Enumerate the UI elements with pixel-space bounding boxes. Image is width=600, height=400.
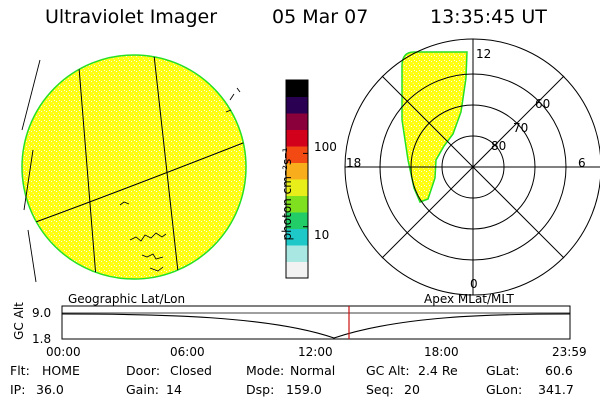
glat-label: GLat: [486, 363, 520, 378]
glon-label: GLon: [486, 382, 523, 397]
dsp-label: Dsp: [246, 382, 275, 397]
colorbar-segment [286, 113, 308, 130]
gcalt-label: GC Alt: [366, 363, 410, 378]
altitude-xtick-1200: 12:00 [298, 345, 333, 359]
latitude-line [22, 140, 246, 228]
colorbar-segment [286, 146, 308, 163]
coastline [119, 201, 167, 272]
altitude-xtick-2359: 23:59 [552, 345, 587, 359]
earth-disk [21, 54, 247, 280]
observation-time: 13:35:45 UT [430, 6, 547, 28]
mode-value: Normal [290, 363, 336, 378]
geo-grid [22, 55, 246, 279]
mlat-label-70: 70 [513, 121, 529, 135]
polar-plot [344, 38, 600, 296]
altitude-plot-frame [61, 305, 571, 340]
mlt-label-dusk: 18 [346, 156, 362, 170]
mlt-diagonal [381, 75, 565, 259]
mlt-label-midnight: 0 [470, 277, 478, 291]
colorbar-tick-100: 100 [314, 140, 337, 154]
gcalt-value: 2.4 Re [418, 363, 458, 378]
mlt-label-dawn: 6 [578, 156, 586, 170]
mlat-label-80: 80 [491, 139, 507, 153]
colorbar-label: photon cm⁻²s⁻¹ [280, 147, 294, 241]
ip-label: IP: [10, 382, 26, 397]
colorbar-segment [286, 195, 308, 213]
colorbar-segment [286, 96, 308, 114]
colorbar-segment [286, 228, 308, 246]
altitude-plot [61, 305, 571, 340]
geographic-image [21, 54, 247, 283]
geographic-caption: Geographic Lat/Lon [68, 292, 186, 306]
colorbar-segment [286, 162, 308, 180]
colorbar-tick-10: 10 [314, 228, 330, 242]
altitude-ytick-9: 9.0 [32, 306, 52, 320]
colorbar-segment [286, 261, 308, 279]
altitude-curve [61, 313, 571, 339]
auroral-emission [401, 51, 468, 203]
altitude-xtick-1800: 18:00 [424, 345, 459, 359]
glat-value: 60.6 [545, 363, 573, 378]
mlt-label-noon: 12 [476, 47, 492, 61]
colorbar-frame [285, 79, 309, 279]
seq-value: 20 [404, 382, 420, 397]
meridian-line [77, 55, 98, 279]
mode-label: Mode: [246, 363, 285, 378]
glon-value: 341.7 [538, 382, 574, 397]
observation-date: 05 Mar 07 [272, 6, 369, 28]
flt-value: HOME [42, 363, 80, 378]
colorbar-segment [286, 80, 308, 97]
altitude-ytick-1-8: 1.8 [32, 332, 52, 346]
mlat-label-60: 60 [535, 97, 551, 111]
coastline [21, 59, 241, 283]
door-value: Closed [170, 363, 212, 378]
colorbar [285, 79, 309, 279]
gain-label: Gain: [126, 382, 159, 397]
gain-value: 14 [166, 382, 182, 397]
seq-label: Seq: [366, 382, 394, 397]
door-label: Door: [126, 363, 161, 378]
altitude-xtick-0000: 00:00 [46, 345, 81, 359]
polar-caption: Apex MLat/MLT [424, 292, 514, 306]
colorbar-segment [286, 179, 308, 196]
colorbar-segment [286, 129, 308, 147]
colorbar-segment [286, 212, 308, 229]
flt-label: Flt: [10, 363, 30, 378]
altitude-ylabel: GC Alt [12, 302, 26, 340]
colorbar-segment [286, 245, 308, 262]
altitude-xtick-0600: 06:00 [170, 345, 205, 359]
dsp-value: 159.0 [286, 382, 322, 397]
instrument-title: Ultraviolet Imager [45, 6, 218, 28]
ip-value: 36.0 [36, 382, 64, 397]
